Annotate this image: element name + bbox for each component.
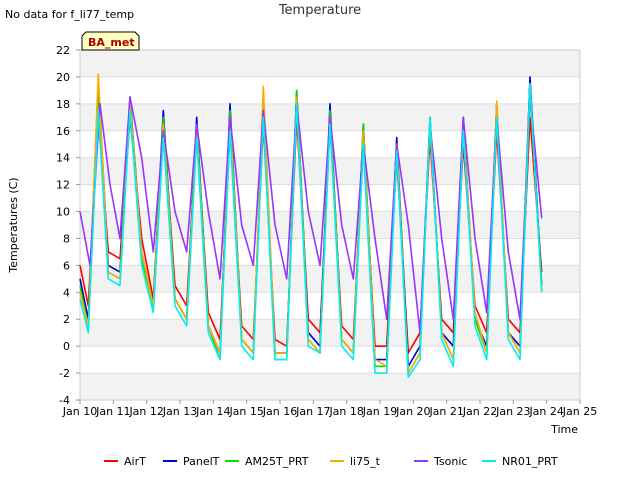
grid-band (80, 373, 580, 400)
x-tick-label: Jan 21 (428, 405, 463, 418)
legend-label: li75_t (350, 455, 381, 468)
x-tick-label: Jan 13 (162, 405, 197, 418)
x-tick-label: Jan 12 (128, 405, 163, 418)
legend-label: Tsonic (433, 455, 467, 468)
y-tick-label: 10 (56, 206, 70, 219)
x-tick-label: Jan 17 (295, 405, 330, 418)
y-axis-label: Temperatures (C) (7, 177, 20, 273)
y-tick-label: 16 (56, 125, 70, 138)
legend-label: NR01_PRT (502, 455, 558, 468)
grid-band (80, 50, 580, 77)
chart-title: Temperature (278, 3, 361, 18)
legend-label: AM25T_PRT (245, 455, 309, 468)
y-tick-label: 22 (56, 44, 70, 57)
x-tick-label: Jan 18 (328, 405, 363, 418)
x-tick-label: Jan 24 (528, 405, 563, 418)
x-axis-label: Time (550, 423, 578, 436)
no-data-note: No data for f_li77_temp (5, 8, 135, 21)
x-tick-label: Jan 25 (562, 405, 597, 418)
legend-item: li75_t (330, 455, 381, 468)
legend-item: AirT (104, 455, 146, 468)
x-tick-label: Jan 14 (195, 405, 230, 418)
x-tick-label: Jan 16 (262, 405, 297, 418)
plot-frame (79, 49, 581, 401)
legend-label: AirT (124, 455, 146, 468)
x-tick-label: Jan 15 (228, 405, 263, 418)
x-tick-label: Jan 10 (62, 405, 97, 418)
legend-item: PanelT (163, 455, 220, 468)
x-tick-label: Jan 19 (362, 405, 397, 418)
legend: AirT PanelT AM25T_PRT li75_t Tsonic NR01_PRT (104, 455, 558, 468)
station-badge-label: BA_met (88, 36, 135, 49)
legend-label: PanelT (183, 455, 220, 468)
y-tick-label: 14 (56, 152, 70, 165)
y-tick-label: -4 (59, 394, 70, 407)
grid-band (80, 265, 580, 293)
x-tick-label: Jan 20 (395, 405, 430, 418)
grid-band (80, 157, 580, 185)
y-tick-label: 20 (56, 71, 70, 84)
y-tick-label: 0 (63, 340, 70, 353)
y-tick-label: 6 (63, 259, 70, 272)
series-line-nr01-prt (79, 82, 543, 378)
y-tick-label: 4 (63, 286, 70, 299)
series-line-tsonic (79, 96, 543, 334)
station-badge: BA_met (81, 31, 140, 51)
grid-band (80, 319, 580, 347)
x-tick-label: Jan 11 (95, 405, 130, 418)
y-tick-label: 12 (56, 179, 70, 192)
y-tick-label: 2 (63, 313, 70, 326)
legend-item: NR01_PRT (482, 455, 558, 468)
legend-item: Tsonic (414, 455, 467, 468)
legend-item: AM25T_PRT (225, 455, 309, 468)
x-tick-label: Jan 22 (462, 405, 497, 418)
y-tick-label: 18 (56, 98, 70, 111)
x-tick-label: Jan 23 (495, 405, 530, 418)
grid-band (80, 211, 580, 239)
y-tick-label: 8 (63, 232, 70, 245)
y-tick-label: -2 (59, 367, 70, 380)
